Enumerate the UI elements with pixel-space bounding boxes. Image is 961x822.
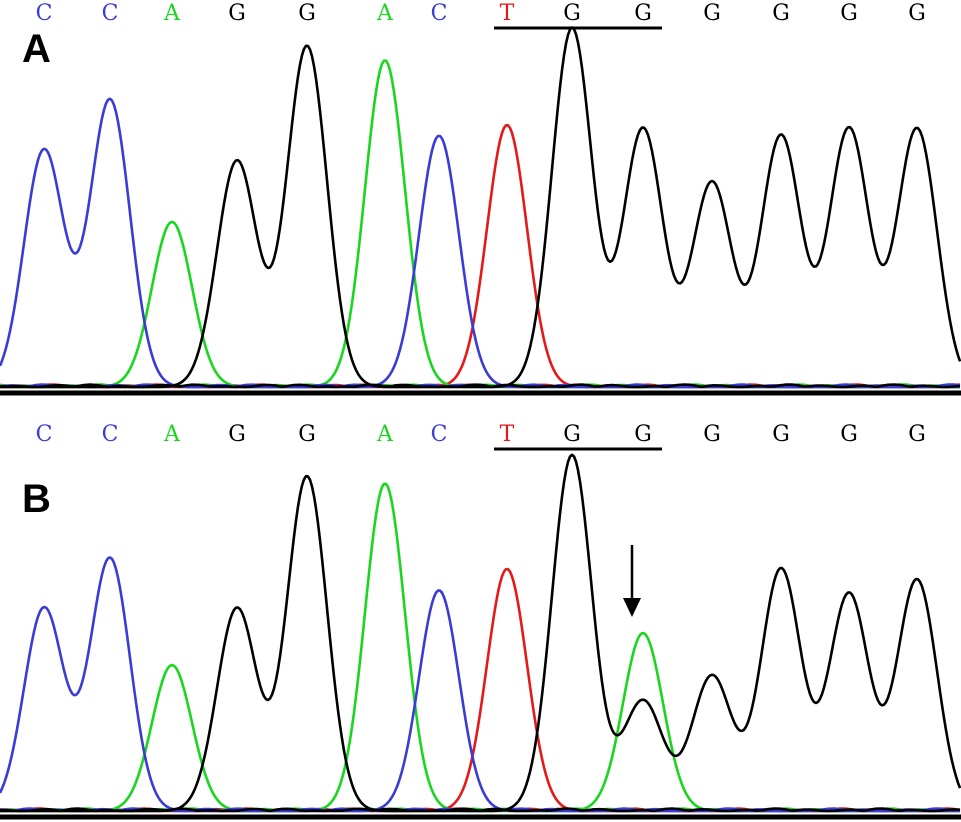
base-call-a-5: G (298, 1, 316, 26)
panel-label-b: B (22, 477, 51, 521)
base-call-b-13: G (840, 422, 858, 447)
base-call-b-8: T (500, 422, 515, 447)
base-call-a-8: T (500, 1, 515, 26)
base-call-a-2: C (102, 1, 119, 26)
base-call-b-1: C (36, 422, 53, 447)
base-call-a-13: G (840, 1, 858, 26)
base-call-a-11: G (703, 1, 721, 26)
base-call-b-14: G (908, 422, 926, 447)
base-call-b-10: G (634, 422, 652, 447)
base-call-b-4: G (228, 422, 246, 447)
base-call-a-3: A (163, 1, 181, 26)
base-call-a-1: C (36, 1, 53, 26)
panel-label-a: A (22, 27, 51, 71)
mutation-arrow-b (623, 545, 641, 617)
base-call-b-11: G (703, 422, 721, 447)
base-call-a-12: G (772, 1, 790, 26)
base-call-a-4: G (228, 1, 246, 26)
base-call-b-3: A (163, 422, 181, 447)
base-call-b-12: G (772, 422, 790, 447)
base-call-b-7: C (431, 422, 448, 447)
trace-g-b (0, 453, 961, 813)
base-call-b-2: C (102, 422, 119, 447)
base-call-a-10: G (634, 1, 652, 26)
trace-group-b (0, 453, 961, 813)
base-call-b-5: G (298, 422, 316, 447)
trace-g-a (0, 26, 961, 389)
trace-group-a (0, 26, 961, 389)
chromatogram-panel-b: C C A G G A C T G G G G G G B (0, 422, 961, 820)
base-call-a-14: G (908, 1, 926, 26)
base-call-a-9: G (563, 1, 581, 26)
base-call-b-6: A (376, 422, 394, 447)
base-call-b-9: G (563, 422, 581, 447)
base-call-a-7: C (431, 1, 448, 26)
base-call-a-6: A (376, 1, 394, 26)
